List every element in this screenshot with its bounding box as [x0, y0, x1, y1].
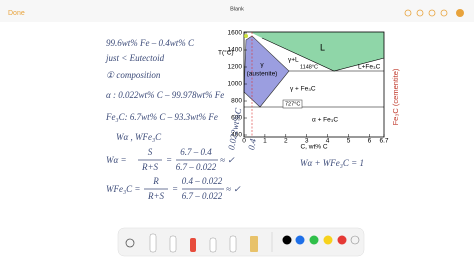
side-note: 0.022wt%C [226, 106, 243, 150]
eraser[interactable] [209, 237, 217, 253]
result: ≈ ✓ [220, 155, 235, 165]
x-tick-label: 6.7 [379, 138, 388, 145]
y-tick-label: 800 [231, 98, 242, 105]
region-label: L [320, 42, 325, 52]
x-tick-label: 2 [284, 138, 288, 145]
undo[interactable] [125, 238, 135, 248]
temp-box [282, 99, 303, 109]
color-yellow[interactable] [323, 235, 333, 245]
x-tick-label: 1 [263, 138, 267, 145]
cementite-label: Fe₃C (cementite) [391, 68, 400, 125]
done-button[interactable]: Done [8, 10, 25, 17]
marker-dot [244, 34, 248, 38]
denominator: 6.7 – 0.022 [182, 191, 223, 201]
result: ≈ ✓ [226, 184, 241, 194]
note-title: Blank [230, 6, 244, 12]
toolbar-icons [404, 9, 448, 17]
x-tick-label: 6 [368, 138, 372, 145]
denominator: R+S [141, 162, 159, 172]
w-fe3c-equation: WFe₃C = R R+S = 0.4 – 0.022 6.7 – 0.022 … [106, 176, 241, 201]
lasso[interactable] [229, 235, 237, 253]
numerator: S [148, 147, 153, 157]
sum-equation: Wα + WFe₃C = 1 [300, 158, 364, 168]
numerator: R [152, 176, 159, 186]
pen[interactable] [149, 233, 157, 253]
y-tick-label: 1000 [228, 81, 243, 88]
x-tick-label: 3 [305, 138, 309, 145]
x-tick-label: 4 [326, 138, 330, 145]
equals: = [172, 184, 178, 194]
denominator: R+S [147, 191, 165, 201]
ruler[interactable] [250, 236, 258, 252]
region-label: (austenite) [247, 71, 278, 78]
y-tick-label: 1400 [228, 47, 243, 54]
numerator: 0.4 – 0.022 [182, 176, 223, 186]
side-note: 0.4 [246, 137, 258, 150]
denominator: 6.7 – 0.022 [176, 162, 217, 172]
marker[interactable] [190, 238, 196, 252]
tools [125, 232, 360, 253]
phase-diagram [243, 31, 385, 138]
color-green[interactable] [309, 235, 319, 245]
equation-lhs: WFe₃C = [106, 184, 140, 194]
note-line: Wα , WFe₃C [116, 132, 162, 142]
note-line: just < Eutectoid [105, 53, 165, 63]
color-black[interactable] [282, 235, 292, 245]
note-line: 99.6wt% Fe – 0.4wt% C [106, 38, 195, 48]
y-tick-label: 400 [231, 132, 242, 139]
region-label: 727°C [285, 101, 300, 107]
note-line: α : 0.022wt% C – 99.978wt% Fe [106, 90, 224, 100]
y-tick-label: 600 [231, 115, 242, 122]
more-colors[interactable] [350, 235, 360, 245]
equation-lhs: Wα = [106, 155, 127, 165]
more-button[interactable] [456, 9, 464, 17]
equals: = [166, 155, 172, 165]
region-label: L+Fe₃C [358, 64, 381, 71]
tool-palette [117, 227, 365, 257]
y-tick-label: 1200 [228, 64, 243, 71]
x-axis-title: C, wt% C [300, 144, 327, 151]
region-label: γ [260, 62, 264, 69]
toolbar [0, 0, 474, 22]
y-tick-label: 1600 [228, 30, 243, 37]
region-label: γ + Fe₃C [290, 86, 316, 93]
region-label: 1148°C [300, 64, 318, 70]
pencil[interactable] [169, 235, 177, 253]
note-line: Fe₃C: 6.7wt% C – 93.3wt% Fe [105, 112, 218, 122]
numerator: 6.7 – 0.4 [180, 147, 212, 157]
axes-box [243, 31, 385, 138]
note-line: ① composition [106, 70, 161, 80]
y-axis-title: T(°C) [218, 49, 234, 57]
x-tick-label: 0 [242, 138, 246, 145]
color-blue[interactable] [295, 235, 305, 245]
x-tick-label: 5 [347, 138, 351, 145]
region-label: α + Fe₃C [312, 117, 338, 124]
liquid-region [250, 32, 384, 71]
region-label: γ+L [288, 57, 299, 64]
color-red[interactable] [337, 235, 347, 245]
w-alpha-equation: Wα = S R+S = 6.7 – 0.4 6.7 – 0.022 ≈ ✓ [106, 147, 235, 172]
